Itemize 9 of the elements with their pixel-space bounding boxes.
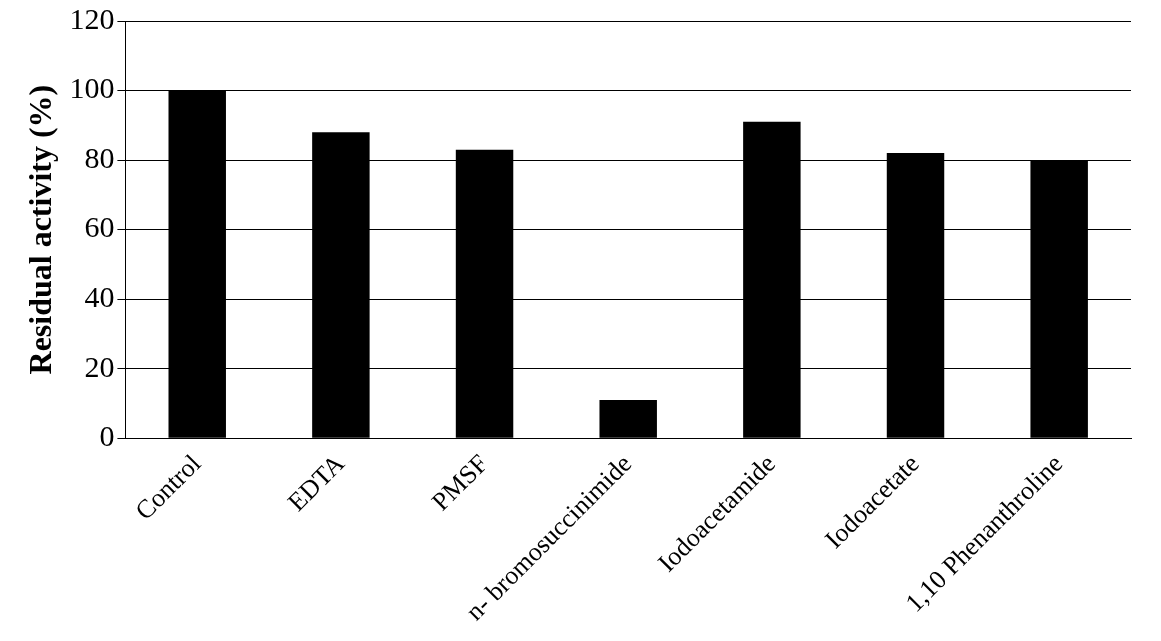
y-tick-label: 20	[84, 349, 115, 383]
y-tick-label: 0	[99, 419, 115, 453]
y-tick-label: 40	[84, 280, 115, 313]
bar	[599, 399, 657, 438]
y-tick-label: 100	[69, 71, 115, 105]
y-tick-label: 60	[84, 210, 115, 244]
y-tick-label: 120	[69, 1, 115, 35]
y-axis-title: Residual activity (%)	[22, 84, 59, 375]
y-tick-label: 80	[84, 140, 115, 174]
